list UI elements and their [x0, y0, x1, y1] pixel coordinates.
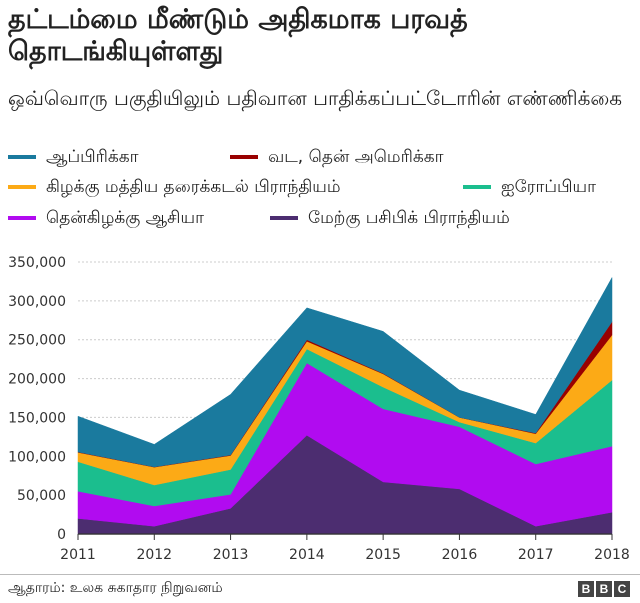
- bbc-logo-letter: B: [596, 581, 612, 597]
- bbc-logo-letter: C: [614, 581, 630, 597]
- x-tick-label: 2018: [594, 547, 630, 563]
- legend-item-western-pacific: மேற்கு பசிபிக் பிராந்தியம்: [270, 207, 510, 229]
- x-tick-label: 2017: [518, 547, 554, 563]
- legend-label-americas: வட, தென் அமெரிக்கா: [268, 147, 444, 167]
- legend-item-southeast-asia: தென்கிழக்கு ஆசியா: [8, 207, 204, 229]
- legend-item-americas: வட, தென் அமெரிக்கா: [230, 146, 443, 168]
- chart-subtitle: ஒவ்வொரு பகுதியிலும் பதிவான பாதிக்கப்பட்ட…: [8, 86, 623, 110]
- x-tick-label: 2014: [289, 547, 325, 563]
- legend-label-western-pacific: மேற்கு பசிபிக் பிராந்தியம்: [308, 208, 510, 228]
- footer: ஆதாரம்: உலக சுகாதார நிறுவனம் B B C: [0, 574, 640, 603]
- legend-swatch-western-pacific: [270, 216, 298, 220]
- legend-item-eastern-mediterranean: கிழக்கு மத்திய தரைக்கடல் பிராந்தியம்: [8, 176, 341, 198]
- legend-item-europe: ஐரோப்பியா: [463, 176, 596, 198]
- legend-swatch-eastern-mediterranean: [8, 185, 36, 189]
- legend-label-eastern-mediterranean: கிழக்கு மத்திய தரைக்கடல் பிராந்தியம்: [46, 177, 341, 197]
- y-tick-label: 50,000: [17, 488, 66, 504]
- chart-title: தட்டம்மை மீண்டும் அதிகமாக பரவத் தொடங்கிய…: [8, 4, 468, 67]
- x-tick-label: 2011: [60, 547, 96, 563]
- y-tick-label: 200,000: [8, 372, 66, 388]
- legend-label-africa: ஆப்பிரிக்கா: [46, 147, 139, 167]
- legend-item-africa: ஆப்பிரிக்கா: [8, 146, 139, 168]
- source-text: ஆதாரம்: உலக சுகாதார நிறுவனம்: [8, 580, 223, 596]
- y-tick-label: 300,000: [8, 294, 66, 310]
- y-tick-label: 100,000: [8, 449, 66, 465]
- legend-swatch-americas: [230, 155, 258, 159]
- y-tick-label: 0: [57, 527, 66, 543]
- legend-swatch-southeast-asia: [8, 216, 36, 220]
- x-tick-label: 2015: [365, 547, 401, 563]
- bbc-logo: B B C: [578, 581, 630, 597]
- x-tick-label: 2016: [442, 547, 478, 563]
- x-tick-label: 2012: [136, 547, 172, 563]
- y-tick-label: 250,000: [8, 333, 66, 349]
- stacked-area-chart: 0 50,000 100,000 150,000 200,000 250,000 300,0…: [8, 255, 630, 563]
- legend-label-southeast-asia: தென்கிழக்கு ஆசியா: [46, 208, 204, 228]
- y-tick-label: 350,000: [8, 255, 66, 271]
- bbc-logo-letter: B: [578, 581, 594, 597]
- legend-swatch-europe: [463, 185, 491, 189]
- legend-swatch-africa: [8, 155, 36, 159]
- legend-label-europe: ஐரோப்பியா: [501, 177, 596, 197]
- y-tick-label: 150,000: [8, 410, 66, 426]
- x-tick-label: 2013: [213, 547, 249, 563]
- area-africa: [77, 276, 613, 468]
